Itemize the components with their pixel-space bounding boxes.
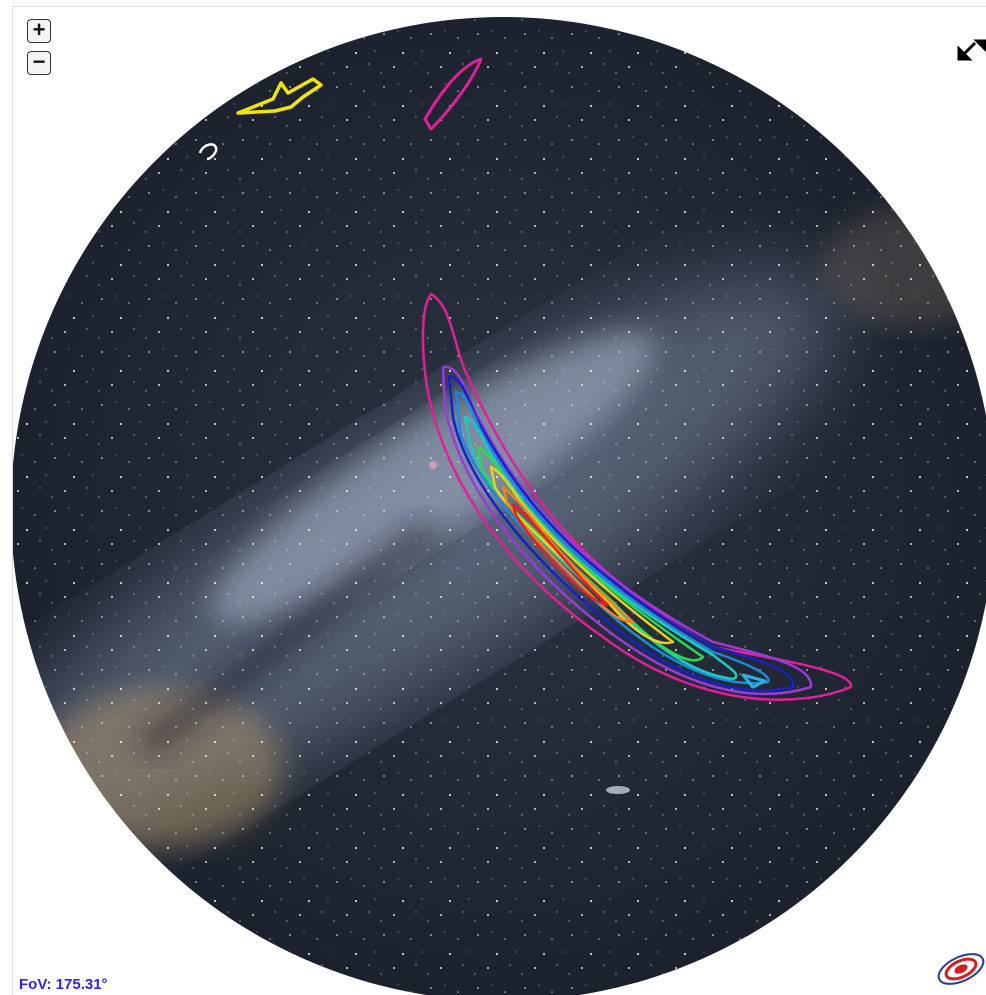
fullscreen-button[interactable] [959,41,986,59]
sky-map [13,7,986,995]
zoom-out-button[interactable]: − [27,51,51,75]
sky-viewer: + − FoV: 175.31° [12,6,986,995]
zoom-in-button[interactable]: + [27,19,51,43]
fov-label: FoV: 175.31° [19,976,108,993]
aladin-logo [934,948,986,990]
